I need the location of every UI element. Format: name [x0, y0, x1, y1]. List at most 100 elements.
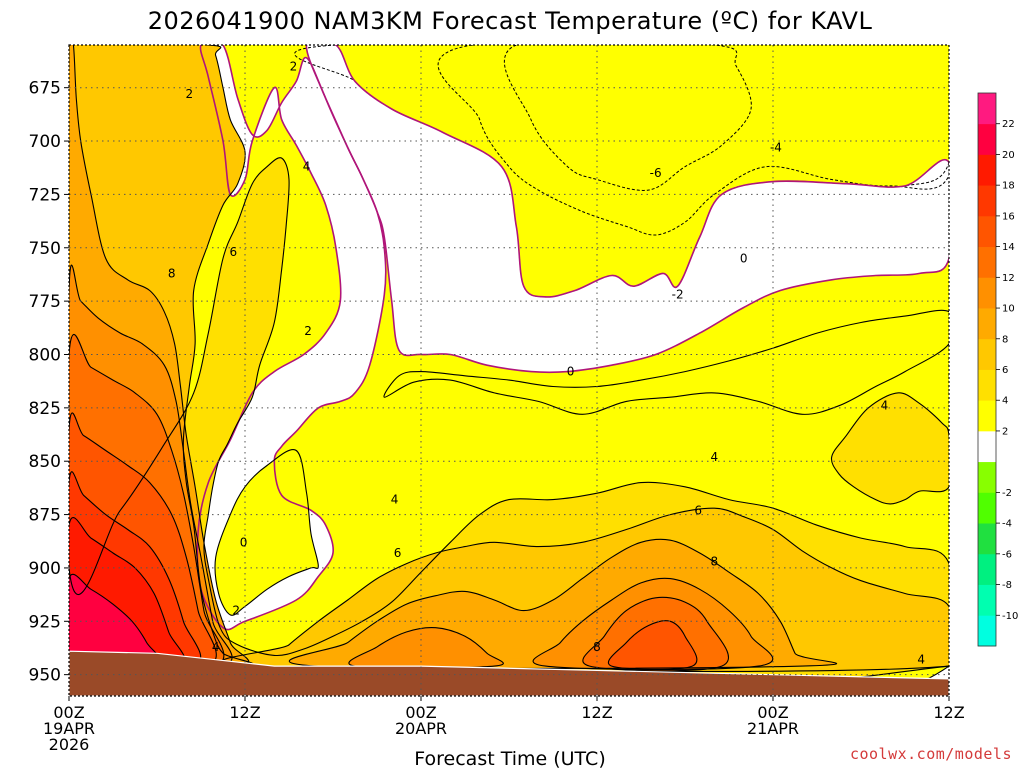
colorbar-swatch: [978, 615, 996, 647]
contour-line--6: [503, 45, 752, 191]
colorbar-tick-label: 10: [1002, 304, 1015, 315]
x-tick-label: 12Z: [933, 703, 964, 722]
contour-line-layer: [69, 45, 949, 696]
contour-label: -4: [770, 140, 782, 154]
y-tick-label: 825: [29, 399, 61, 419]
contour-label: 8: [593, 640, 601, 654]
contour-label: 4: [303, 160, 311, 174]
colorbar-swatch: [978, 215, 996, 248]
x-tick-label: 00Z: [757, 703, 788, 722]
x-tick-label: 2026: [49, 735, 90, 754]
contour-line-6: [221, 507, 949, 673]
colorbar-swatch: [978, 430, 996, 463]
colorbar-swatch: [978, 400, 996, 432]
colorbar-tick-label: 16: [1002, 211, 1015, 222]
contour-line-18: [69, 517, 186, 679]
grid-layer: [69, 45, 949, 696]
contour-label: 0: [240, 535, 248, 549]
colorbar-swatch: [978, 553, 996, 585]
x-tick-label: 12Z: [229, 703, 260, 722]
y-tick-label: 800: [29, 345, 61, 365]
y-tick-label: 700: [29, 132, 61, 152]
contour-label: 4: [711, 450, 719, 464]
colorbar-tick-label: 6: [1002, 365, 1008, 376]
x-tick-label: 21APR: [747, 719, 799, 738]
y-tick-label: 725: [29, 185, 61, 205]
source-credit: coolwx.com/models: [850, 745, 1012, 763]
terrain-surface: [69, 650, 949, 696]
contour-line-4: [830, 392, 949, 505]
x-tick-label: 12Z: [581, 703, 612, 722]
colorbar-tick-label: -6: [1002, 549, 1012, 560]
x-tick-label: 20APR: [395, 719, 447, 738]
contour-label: -6: [650, 166, 662, 180]
x-tick-label: 00Z: [53, 703, 84, 722]
y-tick-label: 875: [29, 506, 61, 526]
colorbar-tick-label: 20: [1002, 150, 1015, 161]
contour-label: 2: [290, 59, 298, 73]
contour-label: 6: [229, 245, 237, 259]
contour-label: 8: [711, 555, 719, 569]
contour-label: 4: [391, 493, 399, 507]
colorbar-tick-label: 18: [1002, 181, 1015, 192]
colorbar-swatch: [978, 523, 996, 555]
contour-label: 4: [917, 653, 925, 667]
contour-label: 4: [212, 640, 220, 654]
contour-label: 0: [740, 251, 748, 265]
contour-label: 2: [232, 604, 240, 618]
contour-line-10: [348, 627, 504, 669]
colorbar-tick-label: -10: [1002, 611, 1018, 622]
contour-label: 2: [185, 87, 193, 101]
colorbar-tick-label: 2: [1002, 426, 1008, 437]
temp-fill-region-4: [831, 392, 949, 504]
colorbar-swatch: [978, 492, 996, 524]
x-axis-label: Forecast Time (UTC): [414, 748, 605, 768]
temp-fill-region-0: [306, 45, 949, 373]
contour-line-12: [582, 596, 729, 672]
x-tick-label: 19APR: [43, 719, 95, 738]
temp-fill-region-2: [214, 449, 319, 616]
contour-label: 8: [168, 266, 176, 280]
temperature-fill-layer: [69, 45, 949, 696]
contour-line-4: [69, 45, 949, 696]
colorbar-legend: 22 20 18 16 14 12 10 8 6 4 2 -2 -4 -6 -8 -10: [977, 92, 1018, 647]
contour-line-2: [383, 309, 949, 415]
contour-line--4: [437, 45, 949, 236]
contour-line-10: [532, 577, 774, 671]
chart-title: 2026041900 NAM3KM Forecast Temperature (…: [148, 7, 873, 35]
temp-fill-region-14: [608, 620, 697, 670]
y-tick-label: 750: [29, 239, 61, 259]
x-tick-label: 00Z: [405, 703, 436, 722]
colorbar-swatch: [978, 584, 996, 616]
colorbar-tick-label: -4: [1002, 519, 1012, 530]
colorbar-swatch: [978, 246, 996, 278]
temp-fill-region-10: [348, 627, 504, 669]
colorbar-swatch: [978, 154, 996, 186]
colorbar-swatch: [978, 338, 996, 370]
contour-line-0: [305, 45, 949, 374]
contour-label: -2: [672, 288, 684, 302]
colorbar-swatch: [978, 93, 996, 125]
colorbar-tick-label: 12: [1002, 273, 1015, 284]
contour-line-2: [214, 449, 319, 616]
colorbar-tick-label: 4: [1002, 396, 1008, 407]
y-tick-label: 925: [29, 612, 61, 632]
contour-label-layer: 2 2 4 6 8 2 0 2 4 4 6 -6 -4 0 -2 0 4 4 6 8 8 4: [168, 59, 925, 666]
y-tick-label: 900: [29, 559, 61, 579]
colorbar-tick-label: -2: [1002, 488, 1012, 499]
y-tick-label: 850: [29, 452, 61, 472]
plot-frame: [68, 44, 950, 697]
colorbar-swatch: [978, 277, 996, 309]
temp-fill-region-0: [197, 45, 386, 630]
colorbar-swatch: [978, 123, 996, 155]
contour-line-14: [607, 620, 698, 670]
y-axis: 675 700 725 750 775 800 825 850 875 900 925 950: [29, 79, 69, 686]
colorbar-swatch: [978, 308, 996, 340]
colorbar-swatch: [978, 185, 996, 217]
contour-line-8: [288, 538, 837, 669]
y-tick-label: 775: [29, 292, 61, 312]
colorbar-tick-label: 8: [1002, 334, 1008, 345]
temp-fill-region-20: [69, 574, 162, 674]
